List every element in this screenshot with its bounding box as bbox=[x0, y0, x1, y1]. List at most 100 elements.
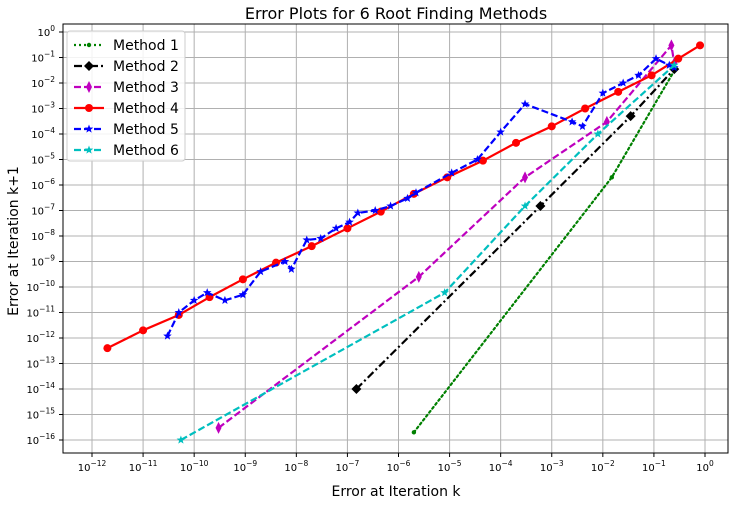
x-tick-label: 10−9 bbox=[233, 459, 257, 474]
legend-label: Method 2 bbox=[113, 59, 179, 75]
series-line bbox=[217, 44, 676, 429]
series-1 bbox=[411, 68, 677, 435]
legend-marker bbox=[84, 124, 94, 133]
y-tick-labels: 100 10−1 10−2 10−3 10−4 10−5 10−6 10−7 10−8 10−9 1… bbox=[26, 24, 55, 447]
y-tick-label: 10−15 bbox=[26, 407, 55, 422]
data-point bbox=[696, 41, 705, 50]
y-tick-label: 10−10 bbox=[26, 279, 55, 294]
data-point bbox=[411, 188, 421, 197]
data-point bbox=[345, 217, 354, 226]
data-point bbox=[535, 201, 546, 212]
data-point bbox=[578, 121, 587, 130]
data-point bbox=[307, 242, 316, 251]
x-tick-label: 10−11 bbox=[129, 459, 158, 474]
legend-item: Method 6 bbox=[74, 143, 179, 159]
x-tick-label: 10−7 bbox=[336, 459, 360, 474]
legend-marker bbox=[86, 42, 92, 48]
series-6 bbox=[176, 60, 679, 444]
data-point bbox=[625, 111, 636, 122]
y-tick-label: 10−7 bbox=[31, 203, 55, 218]
legend-label: Method 5 bbox=[113, 122, 179, 138]
legend-label: Method 3 bbox=[113, 80, 179, 96]
legend-item: Method 2 bbox=[74, 59, 179, 75]
legend-marker bbox=[86, 81, 92, 93]
data-point bbox=[331, 223, 341, 232]
data-point bbox=[520, 201, 530, 210]
data-point bbox=[440, 288, 449, 297]
x-tick-label: 10−6 bbox=[387, 459, 411, 474]
y-tick-label: 10−8 bbox=[31, 228, 55, 243]
y-tick-label: 10−3 bbox=[31, 101, 55, 116]
data-point bbox=[647, 71, 656, 80]
data-point bbox=[139, 326, 148, 335]
data-point bbox=[496, 127, 505, 136]
data-point bbox=[316, 233, 325, 243]
series-2 bbox=[351, 64, 680, 394]
grid-lines bbox=[63, 24, 728, 453]
legend-item: Method 3 bbox=[74, 80, 179, 96]
legend-marker bbox=[85, 104, 93, 112]
data-point bbox=[447, 168, 456, 177]
y-tick-label: 10−16 bbox=[26, 432, 55, 447]
plot-frame bbox=[62, 23, 729, 454]
data-point bbox=[411, 430, 417, 435]
data-point bbox=[343, 224, 352, 233]
data-point bbox=[302, 235, 312, 244]
series-line bbox=[180, 64, 675, 441]
data-point bbox=[669, 60, 679, 69]
x-axis-label: Error at Iteration k bbox=[331, 484, 461, 500]
y-tick-label: 10−12 bbox=[26, 330, 55, 345]
x-tick-label: 10−3 bbox=[540, 459, 564, 474]
x-tick-label: 10−5 bbox=[438, 459, 462, 474]
legend-item: Method 5 bbox=[74, 122, 179, 138]
data-point bbox=[674, 54, 683, 63]
data-point bbox=[351, 384, 362, 394]
y-tick-label: 10−9 bbox=[31, 254, 55, 269]
data-point bbox=[174, 308, 184, 317]
x-tick-label: 10−4 bbox=[489, 459, 513, 474]
data-point bbox=[634, 70, 643, 79]
legend: Method 1 Method 2 Method 3 Method 4 Method 5… bbox=[66, 30, 186, 162]
y-tick-label: 100 bbox=[37, 24, 55, 39]
y-tick-label: 10−14 bbox=[26, 381, 55, 396]
data-point bbox=[163, 331, 172, 340]
data-point bbox=[520, 99, 530, 108]
legend-item: Method 1 bbox=[74, 38, 179, 54]
data-point bbox=[665, 60, 674, 69]
y-tick-label: 10−11 bbox=[26, 305, 55, 320]
data-point bbox=[238, 290, 248, 299]
y-tick-label: 10−1 bbox=[31, 50, 55, 65]
data-point bbox=[370, 206, 380, 215]
data-point bbox=[202, 288, 212, 297]
legend-label: Method 1 bbox=[113, 38, 179, 54]
data-point bbox=[547, 122, 556, 131]
x-tick-label: 10−10 bbox=[180, 459, 209, 474]
y-tick-label: 10−5 bbox=[31, 152, 55, 167]
data-point bbox=[598, 88, 608, 97]
tick-marks bbox=[59, 31, 706, 457]
y-axis-label: Error at Iteration k+1 bbox=[6, 166, 22, 316]
data-point bbox=[176, 435, 186, 444]
legend-marker bbox=[84, 61, 94, 71]
data-point bbox=[215, 421, 222, 434]
data-point bbox=[669, 63, 679, 72]
data-point bbox=[353, 208, 363, 217]
data-point bbox=[522, 171, 529, 184]
data-point bbox=[609, 175, 615, 180]
x-tick-label: 10−12 bbox=[78, 459, 107, 474]
y-tick-label: 10−4 bbox=[31, 126, 55, 141]
series-line bbox=[412, 69, 676, 434]
data-point bbox=[593, 129, 603, 138]
legend-label: Method 4 bbox=[113, 101, 179, 117]
x-tick-label: 10−2 bbox=[591, 459, 615, 474]
x-tick-label: 10−1 bbox=[642, 459, 666, 474]
y-tick-label: 10−13 bbox=[26, 356, 55, 371]
data-point bbox=[256, 267, 265, 276]
data-point bbox=[581, 104, 590, 113]
data-point bbox=[567, 117, 577, 126]
data-point bbox=[651, 54, 661, 63]
chart-title: Error Plots for 6 Root Finding Methods bbox=[245, 4, 547, 23]
data-point bbox=[287, 264, 296, 273]
x-tick-label: 10−8 bbox=[284, 459, 308, 474]
